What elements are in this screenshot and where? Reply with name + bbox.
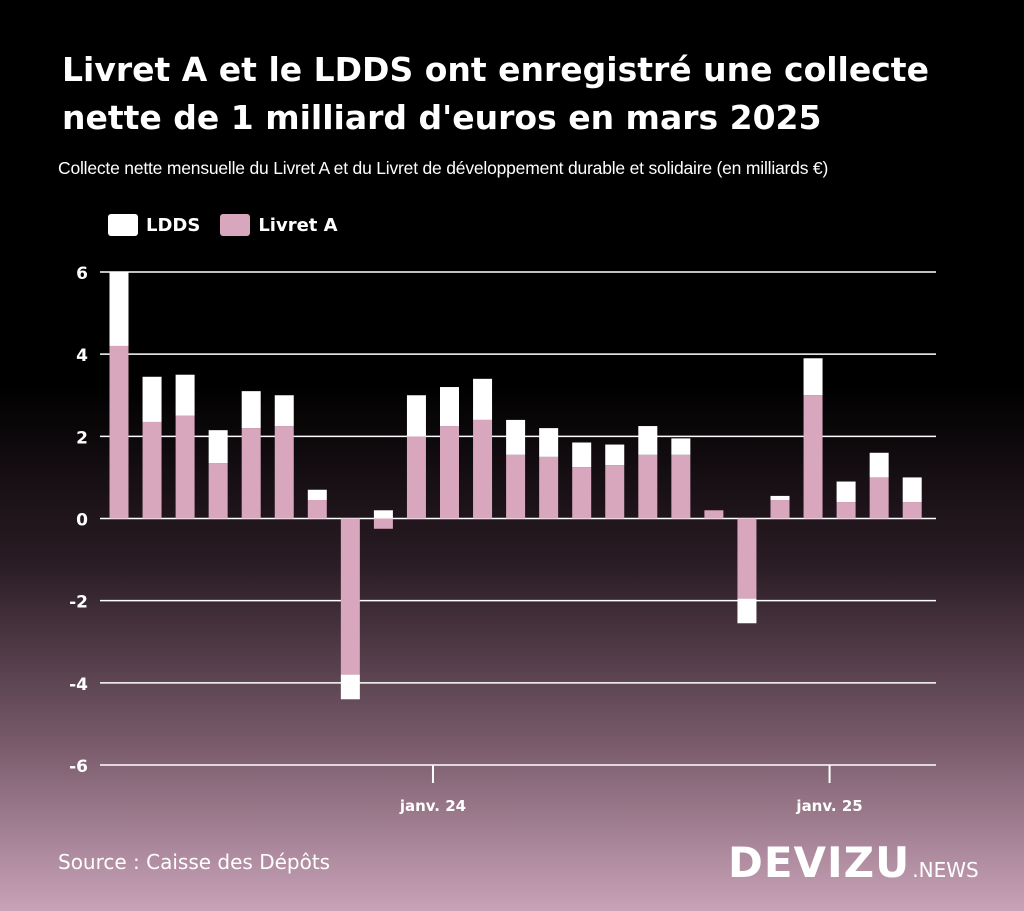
- bar-livret-a: [737, 518, 757, 599]
- bar-ldds: [373, 510, 393, 519]
- y-tick-label: 2: [76, 428, 88, 448]
- y-tick-label: 4: [76, 346, 88, 366]
- bar-livret-a: [175, 415, 195, 519]
- legend-label-ldds: LDDS: [146, 214, 201, 236]
- bar-ldds: [208, 430, 228, 464]
- bar-ldds: [671, 438, 691, 455]
- bar-ldds: [241, 391, 261, 429]
- bar-ldds: [274, 395, 294, 427]
- bar-ldds: [406, 395, 426, 437]
- bar-ldds: [638, 426, 658, 455]
- bar-livret-a: [539, 456, 559, 519]
- bar-livret-a: [142, 421, 162, 519]
- source-note: Source : Caisse des Dépôts: [58, 850, 331, 874]
- bar-ldds: [770, 495, 790, 501]
- x-tick-label: janv. 24: [399, 797, 466, 815]
- legend-label-livret-a: Livret A: [258, 214, 338, 236]
- bar-ldds: [737, 598, 757, 624]
- chart-title: Livret A et le LDDS ont enregistré une c…: [62, 50, 929, 137]
- legend-item-ldds: LDDS: [108, 214, 200, 236]
- bar-livret-a: [340, 518, 360, 675]
- bar-livret-a: [704, 510, 724, 519]
- y-tick-label: 0: [76, 511, 88, 531]
- y-tick-label: -2: [69, 593, 88, 613]
- bar-livret-a: [373, 518, 393, 529]
- legend-swatch-ldds: [108, 214, 138, 236]
- bar-ldds: [340, 674, 360, 700]
- bar-livret-a: [406, 436, 426, 519]
- bar-ldds: [902, 477, 922, 503]
- bar-ldds: [539, 428, 559, 457]
- y-tick-label: -6: [69, 757, 88, 777]
- legend-item-livret-a: Livret A: [220, 214, 338, 236]
- y-tick-label: 6: [76, 264, 88, 284]
- x-tick-label: janv. 25: [795, 797, 862, 815]
- bar-livret-a: [241, 428, 261, 519]
- bar-ldds: [572, 442, 592, 468]
- bar-ldds: [473, 378, 493, 420]
- bar-ldds: [440, 387, 459, 427]
- bar-livret-a: [473, 419, 493, 519]
- bar-livret-a: [506, 454, 526, 519]
- bar-ldds: [869, 452, 889, 478]
- bar-ldds: [605, 444, 625, 466]
- bar-ldds: [506, 419, 526, 455]
- bar-ldds: [803, 358, 823, 396]
- bar-livret-a: [440, 426, 459, 519]
- bar-livret-a: [770, 500, 790, 519]
- bar-livret-a: [902, 502, 922, 519]
- brand-logo: DEVIZU .NEWS: [728, 838, 979, 887]
- bar-ldds: [142, 376, 162, 422]
- bar-livret-a: [803, 395, 823, 519]
- y-tick-label: -4: [69, 675, 88, 695]
- bar-livret-a: [572, 467, 592, 519]
- bar-livret-a: [605, 465, 625, 519]
- bar-ldds: [109, 272, 129, 346]
- legend-swatch-livret-a: [220, 214, 251, 236]
- bar-livret-a: [638, 454, 658, 519]
- bar-livret-a: [274, 426, 294, 519]
- legend: LDDS Livret A: [108, 211, 358, 239]
- brand-suffix: .NEWS: [912, 858, 979, 882]
- bar-ldds: [175, 374, 195, 416]
- chart-subtitle: Collecte nette mensuelle du Livret A et …: [58, 158, 829, 178]
- bar-livret-a: [208, 463, 228, 519]
- bar-ldds: [836, 481, 856, 503]
- bar-livret-a: [109, 345, 129, 519]
- bar-livret-a: [307, 500, 327, 519]
- brand-main: DEVIZU: [728, 838, 911, 887]
- bar-ldds: [307, 489, 327, 501]
- bar-livret-a: [671, 454, 691, 519]
- bar-livret-a: [836, 502, 856, 519]
- bar-livret-a: [869, 477, 889, 519]
